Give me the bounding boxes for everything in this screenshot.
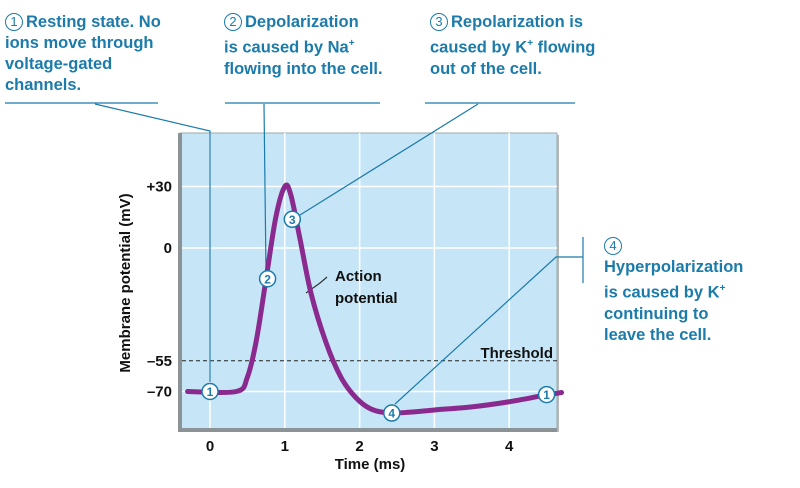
curve-label-line2: potential	[335, 290, 398, 307]
annotation-title: Hyperpolarization	[604, 258, 744, 276]
action-potential-curve	[185, 182, 565, 416]
x-axis-label: Time (ms)	[335, 456, 406, 473]
leader-1	[94, 103, 211, 382]
step-marker-4	[383, 404, 401, 422]
y-tick-label: +30	[147, 179, 172, 196]
y-tick-label: 0	[164, 240, 172, 257]
plot-area	[179, 132, 558, 431]
y-axis-label: Membrane potential (mV)	[117, 193, 134, 372]
step-2-icon: 2	[224, 13, 242, 31]
x-tick-label: 1	[281, 438, 289, 455]
step-4-icon: 4	[604, 237, 622, 255]
annotation-title: Repolarization	[451, 13, 565, 31]
plot-frame	[178, 133, 557, 432]
leader-4	[394, 256, 583, 405]
step-3-icon: 3	[430, 13, 448, 31]
step-marker-1	[537, 385, 556, 404]
x-tick-label: 0	[206, 438, 214, 455]
step-marker-label: 2	[264, 272, 271, 286]
step-1-icon: 1	[5, 13, 23, 31]
step-marker-label: 3	[289, 213, 296, 227]
annotation-depolarization: 2 Depolarization is caused by Na+ flowing…	[224, 13, 383, 78]
step-marker-label: 1	[207, 385, 214, 399]
y-tick-label: –55	[147, 353, 172, 370]
step-marker-label: 4	[388, 407, 395, 421]
step-marker-2	[258, 270, 277, 288]
curve-label-line1: Action	[335, 268, 382, 285]
step-marker-1	[201, 382, 219, 401]
leader-3	[299, 103, 479, 216]
step-marker-3	[283, 210, 302, 229]
annotation-title: Resting state.	[26, 13, 135, 31]
y-tick-label: –70	[147, 384, 172, 401]
x-tick-label: 2	[355, 438, 363, 455]
step-marker-label: 1	[543, 388, 550, 402]
annotation-resting-state: 1 Resting state. No ions move through vol…	[5, 13, 161, 94]
annotation-repolarization: 3 Repolarization is caused by K+ flowing …	[430, 13, 596, 78]
annotation-title: Depolarization	[245, 13, 359, 31]
x-tick-label: 3	[430, 438, 438, 455]
annotation-hyperpolarization: 4 Hyperpolarization is caused by K+ cont…	[604, 237, 744, 344]
threshold-label: Threshold	[480, 345, 553, 362]
x-tick-label: 4	[505, 438, 514, 455]
leader-2	[263, 103, 267, 273]
